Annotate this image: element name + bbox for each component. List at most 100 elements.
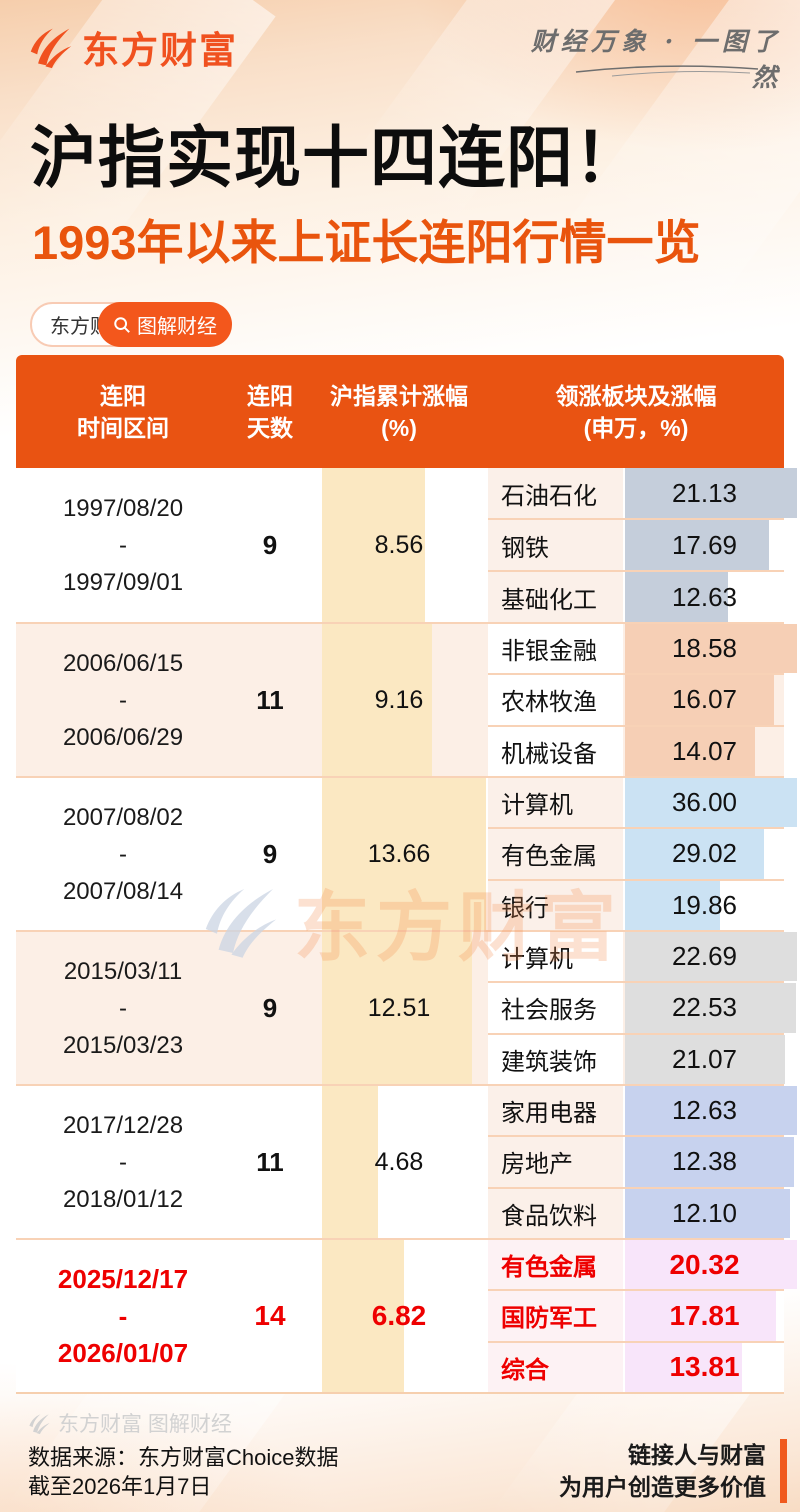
sector-value-bar xyxy=(625,1240,797,1290)
sector-value-bar xyxy=(625,778,797,828)
index-gain-cell: 6.82 xyxy=(310,1240,488,1392)
period-dash: - xyxy=(119,531,127,559)
footer-slogan-line1: 链接人与财富 xyxy=(628,1442,766,1468)
column-header: 连阳 时间区间 xyxy=(16,380,230,444)
streak-days-cell: 11 xyxy=(256,684,284,715)
sector-row: 家用电器 12.63 xyxy=(488,1086,797,1138)
table-row: 2025/12/17 - 2026/01/07 14 6.82 有色金属 20.32 国防军工… xyxy=(16,1238,797,1392)
sector-value-bar xyxy=(625,1342,742,1392)
footer-slogan-line2: 为用户创造更多价值 xyxy=(559,1474,766,1500)
leading-sectors-cell: 有色金属 20.32 国防军工 17.81 综合 13.81 xyxy=(488,1240,797,1392)
sector-row: 建筑装饰 21.07 xyxy=(488,1034,785,1084)
table-body: 1997/08/20 - 1997/09/01 9 8.56 石油石化 21.13 钢铁 17.… xyxy=(16,468,797,1392)
footer-watermark-text: 东方财富 图解财经 xyxy=(58,1413,232,1436)
streak-days-cell: 9 xyxy=(262,992,278,1023)
sector-row: 有色金属 29.02 xyxy=(488,829,784,881)
sector-row: 银行 19.86 xyxy=(488,880,784,930)
sector-name: 石油石化 xyxy=(488,468,623,518)
leading-sectors-cell: 石油石化 21.13 钢铁 17.69 基础化工 12.63 xyxy=(488,468,797,622)
leading-sectors-cell: 计算机 22.69 社会服务 22.53 建筑装饰 21.07 xyxy=(488,932,797,1084)
sector-value-cell: 13.81 xyxy=(625,1342,784,1392)
sector-name: 家用电器 xyxy=(488,1086,623,1136)
footer-logo-icon xyxy=(29,1413,50,1434)
period-start: 2015/03/11 xyxy=(63,957,183,985)
eastmoney-logo-icon xyxy=(30,28,72,69)
table-header-row: 连阳 时间区间 连阳 天数 沪指累计涨幅 (%) 领涨板块及涨幅 (申万，%) xyxy=(16,355,784,468)
sector-row: 农林牧渔 16.07 xyxy=(488,675,784,727)
footer-watermark: 东方财富 图解财经 xyxy=(28,1408,232,1438)
period-start: 2006/06/15 xyxy=(62,649,184,677)
tagline-swoosh xyxy=(575,65,759,77)
sector-value: 13.81 xyxy=(669,1351,740,1383)
column-header-line: (申万，%) xyxy=(583,414,689,441)
leading-sectors-cell: 非银金融 18.58 农林牧渔 16.07 机械设备 14.07 xyxy=(488,624,797,776)
sector-name: 食品饮料 xyxy=(488,1188,623,1238)
sector-value-cell: 20.32 xyxy=(625,1240,797,1290)
period-end: 2026/01/07 xyxy=(57,1337,189,1368)
sector-value-bar xyxy=(625,572,728,622)
sector-value: 20.32 xyxy=(669,1248,740,1280)
sector-value-bar xyxy=(625,932,797,982)
period-end: 1997/09/01 xyxy=(62,568,184,596)
sector-name: 有色金属 xyxy=(488,829,623,879)
sector-value: 22.53 xyxy=(671,992,738,1023)
sector-value: 29.02 xyxy=(671,838,738,869)
period-start: 2007/08/02 xyxy=(62,803,184,831)
sector-name: 计算机 xyxy=(488,778,623,828)
period-end: 2007/08/14 xyxy=(62,877,184,905)
sector-value: 12.63 xyxy=(671,581,738,612)
sector-value-cell: 19.86 xyxy=(625,880,784,930)
sector-value: 17.81 xyxy=(669,1299,740,1331)
sector-value: 12.63 xyxy=(671,1095,738,1126)
sector-value-cell: 18.58 xyxy=(625,624,797,674)
sector-value-bar xyxy=(625,624,797,674)
sector-value-cell: 12.38 xyxy=(625,1137,794,1187)
search-icon xyxy=(114,316,130,333)
sector-row: 计算机 36.00 xyxy=(488,778,797,830)
search-bar[interactable]: 东方财富APP 图解财经 xyxy=(30,302,232,347)
gain-value-bar xyxy=(322,932,473,1084)
sector-value-bar xyxy=(625,880,720,930)
sector-row: 计算机 22.69 xyxy=(488,932,797,984)
sector-value-bar xyxy=(625,983,796,1033)
period-dash: - xyxy=(119,994,127,1022)
sector-name: 社会服务 xyxy=(488,983,623,1033)
sector-name: 国防军工 xyxy=(488,1291,623,1341)
sector-name: 建筑装饰 xyxy=(488,1034,623,1084)
period-cell: 2015/03/11 - 2015/03/23 xyxy=(16,932,230,1084)
gain-value-bar xyxy=(322,1086,379,1238)
sector-row: 食品饮料 12.10 xyxy=(488,1188,790,1238)
period-start: 1997/08/20 xyxy=(62,494,184,522)
gain-value: 13.66 xyxy=(367,839,431,868)
table-row: 2007/08/02 - 2007/08/14 9 13.66 计算机 36.00 有色金属 2… xyxy=(16,776,797,930)
gain-value-bar xyxy=(322,468,425,622)
streak-days-cell: 14 xyxy=(254,1300,286,1331)
tagline: 财经万象 · 一图了然 xyxy=(530,27,782,92)
period-cell: 2006/06/15 - 2006/06/29 xyxy=(16,624,230,776)
sector-value-cell: 17.69 xyxy=(625,520,784,570)
sector-name: 有色金属 xyxy=(488,1240,623,1290)
brand-name: 东方财富 xyxy=(82,30,238,71)
sector-value-cell: 22.53 xyxy=(625,983,796,1033)
sector-value-bar xyxy=(625,726,756,776)
sector-value-bar xyxy=(625,1291,776,1341)
index-gain-cell: 13.66 xyxy=(310,778,488,930)
sector-value-bar xyxy=(625,1188,790,1238)
sector-name: 综合 xyxy=(488,1342,623,1392)
column-header: 沪指累计涨幅 (%) xyxy=(310,380,488,444)
sector-value-cell: 17.81 xyxy=(625,1291,784,1341)
column-header: 领涨板块及涨幅 (申万，%) xyxy=(488,380,784,444)
sector-value-cell: 12.63 xyxy=(625,1086,797,1136)
sector-row: 机械设备 14.07 xyxy=(488,726,784,776)
sector-name: 农林牧渔 xyxy=(488,675,623,725)
period-cell: 2017/12/28 - 2018/01/12 xyxy=(16,1086,230,1238)
sector-value: 21.13 xyxy=(671,477,738,508)
column-header-line: 连阳 xyxy=(247,382,293,409)
gain-value: 9.16 xyxy=(374,685,424,714)
search-button[interactable]: 图解财经 xyxy=(98,302,232,347)
streak-days-cell: 11 xyxy=(256,1146,284,1177)
brand-header: 东方财富 xyxy=(28,20,238,74)
period-dash: - xyxy=(119,686,127,714)
sector-name: 非银金融 xyxy=(488,624,623,674)
